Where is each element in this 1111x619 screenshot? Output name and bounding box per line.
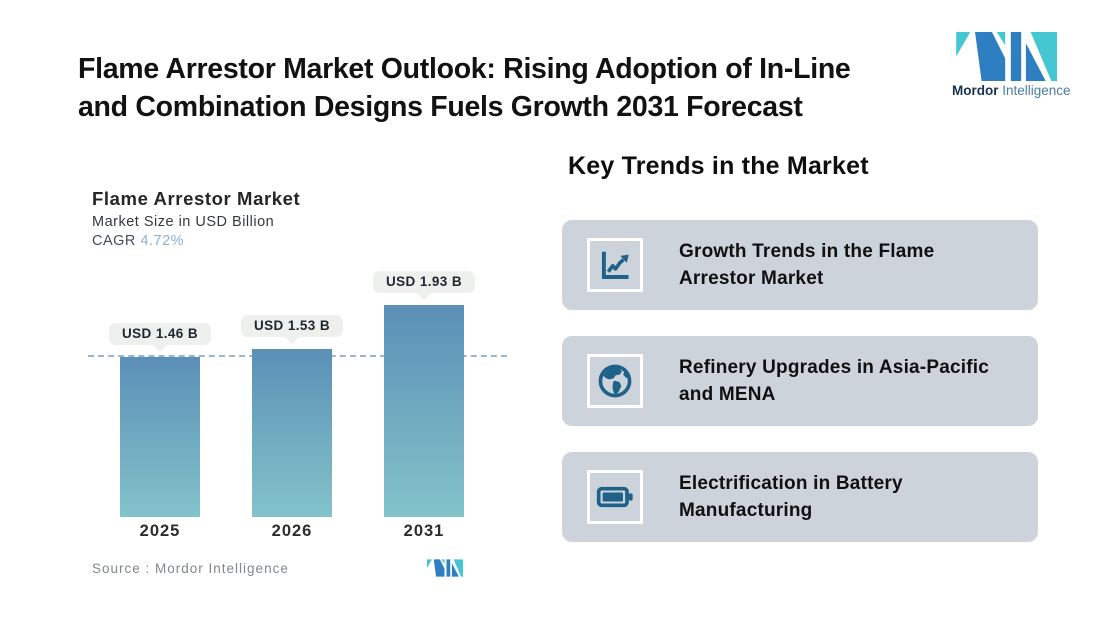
globe-icon <box>598 364 632 398</box>
source-row: Source : Mordor Intelligence <box>92 559 464 577</box>
bar-2026 <box>252 349 332 517</box>
value-callout-2025: USD 1.46 B <box>108 323 212 345</box>
trend-card-battery: Electrification in Battery Manufacturing <box>562 452 1038 542</box>
trend-card-refinery: Refinery Upgrades in Asia-Pacific and ME… <box>562 336 1038 426</box>
trend-card-label: Electrification in Battery Manufacturing <box>679 473 903 521</box>
x-tick-label-2026: 2026 <box>271 522 313 540</box>
value-callout-2026: USD 1.53 B <box>240 315 344 337</box>
mordor-logo-icon <box>956 32 1060 81</box>
page-title-line2: and Combination Designs Fuels Growth 203… <box>78 91 803 123</box>
chart-title: Flame Arrestor Market <box>92 188 301 209</box>
cagr-label: CAGR <box>92 233 136 249</box>
page-title-line1: Flame Arrestor Market Outlook: Rising Ad… <box>78 53 851 85</box>
bar-2025 <box>120 357 200 517</box>
trend-card-icon-box <box>587 470 643 524</box>
x-tick-label-2031: 2031 <box>403 522 445 540</box>
mordor-mini-logo-icon <box>427 559 464 577</box>
trend-card-icon-box <box>587 238 643 292</box>
trend-cards: Growth Trends in the Flame Arrestor Mark… <box>562 220 1038 542</box>
trend-card-label: Refinery Upgrades in Asia-Pacific and ME… <box>679 357 989 405</box>
chart-cagr: CAGR 4.72% <box>92 233 507 249</box>
brand-logo: Mordor Intelligence <box>952 32 1071 98</box>
page-title: Flame Arrestor Market Outlook: Rising Ad… <box>78 50 908 126</box>
chart-subtitle: Market Size in USD Billion <box>92 214 275 230</box>
market-chart-panel: Flame Arrestor Market Market Size in USD… <box>88 188 507 577</box>
brand-name-light: Intelligence <box>1002 83 1071 98</box>
source-text: Source : Mordor Intelligence <box>92 560 289 576</box>
brand-name: Mordor Intelligence <box>952 83 1071 98</box>
trend-card-label: Growth Trends in the Flame Arrestor Mark… <box>679 241 935 289</box>
trend-card-icon-box <box>587 354 643 408</box>
line-chart-icon <box>601 251 629 279</box>
brand-name-bold: Mordor <box>952 83 999 98</box>
x-axis-labels: 2025 2026 2031 <box>92 522 507 548</box>
x-tick-label-2025: 2025 <box>139 522 181 540</box>
plot-area: USD 1.46 B USD 1.53 B USD 1.93 B <box>88 262 507 517</box>
cagr-value: 4.72% <box>140 233 185 249</box>
battery-icon <box>596 486 633 508</box>
key-trends-section: Key Trends in the Market Growth Trends i… <box>562 152 1038 542</box>
trend-card-growth: Growth Trends in the Flame Arrestor Mark… <box>562 220 1038 310</box>
bar-2031 <box>384 305 464 517</box>
trends-heading: Key Trends in the Market <box>568 152 869 180</box>
value-callout-2031: USD 1.93 B <box>372 271 476 293</box>
